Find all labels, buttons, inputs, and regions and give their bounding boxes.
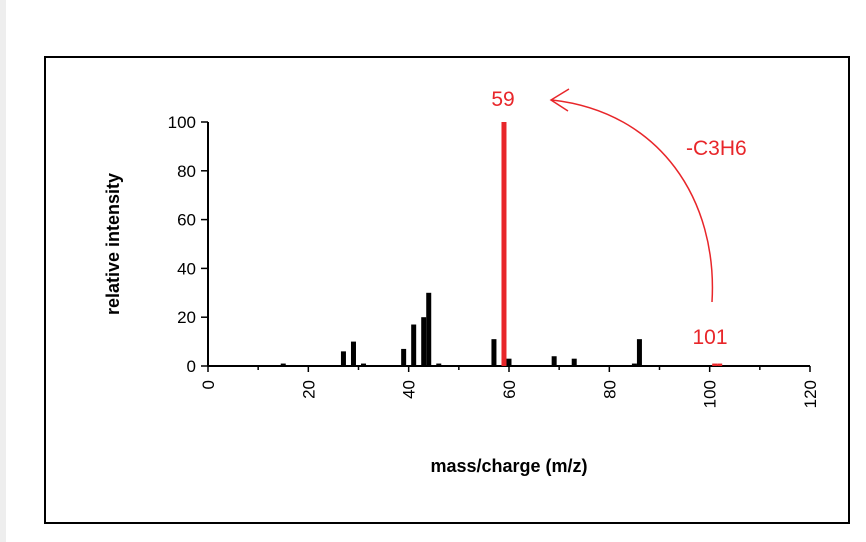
peak-bar-mz-27 — [340, 351, 346, 366]
y-tick-label-4: 80 — [177, 162, 196, 181]
y-tick-label-1: 20 — [177, 308, 196, 327]
peak-59-label: 59 — [491, 88, 514, 111]
peak-bar-mz-31 — [361, 363, 367, 366]
peak-bar-mz-69 — [551, 356, 557, 366]
peak-bar-mz-46 — [436, 363, 442, 366]
x-tick-label-2: 40 — [400, 380, 419, 399]
peak-bar-mz-101 — [712, 363, 718, 366]
peak-bar-mz-59 — [501, 122, 507, 366]
x-tick-label-0: 0 — [199, 380, 218, 389]
peak-bar-mz-85 — [631, 363, 637, 366]
peak-bar-mz-29 — [350, 341, 356, 366]
peak-bar-mz-39 — [401, 348, 407, 366]
peak-bar-mz-43 — [421, 317, 427, 366]
peak-bar-mz-102 — [717, 363, 723, 366]
x-tick-label-4: 80 — [600, 380, 619, 399]
y-ticks: 0 20 40 60 80 100 — [168, 113, 208, 376]
y-axis-title: relative intensity — [103, 173, 123, 315]
y-tick-label-0: 0 — [187, 357, 196, 376]
y-tick-label-2: 40 — [177, 259, 196, 278]
peak-bar-mz-41 — [411, 324, 417, 366]
x-tick-label-1: 20 — [299, 380, 318, 399]
peak-bar-mz-44 — [426, 292, 432, 366]
loss-label: -C3H6 — [686, 137, 747, 160]
chart-frame — [44, 56, 850, 524]
y-tick-label-5: 100 — [168, 113, 196, 132]
peak-bar-mz-15 — [280, 363, 286, 366]
spectrum-peaks — [280, 122, 723, 366]
fragmentation-annotation: 59 101 -C3H6 — [491, 88, 746, 349]
x-axis-title: mass/charge (m/z) — [430, 456, 587, 476]
x-tick-label-6: 120 — [801, 380, 820, 408]
left-edge-strip — [0, 0, 6, 542]
peak-bar-mz-73 — [571, 358, 577, 366]
y-tick-label-3: 60 — [177, 211, 196, 230]
peak-bar-mz-86 — [636, 339, 642, 366]
loss-arrow-head — [549, 88, 570, 112]
peak-101-label: 101 — [692, 326, 727, 349]
x-ticks: 0 20 40 60 80 100 120 — [199, 366, 820, 408]
loss-arrow-curve — [551, 99, 714, 303]
peak-bar-mz-57 — [491, 339, 497, 366]
peak-bar-mz-60 — [506, 358, 512, 366]
x-tick-label-3: 60 — [500, 380, 519, 399]
x-tick-label-5: 100 — [701, 380, 720, 408]
